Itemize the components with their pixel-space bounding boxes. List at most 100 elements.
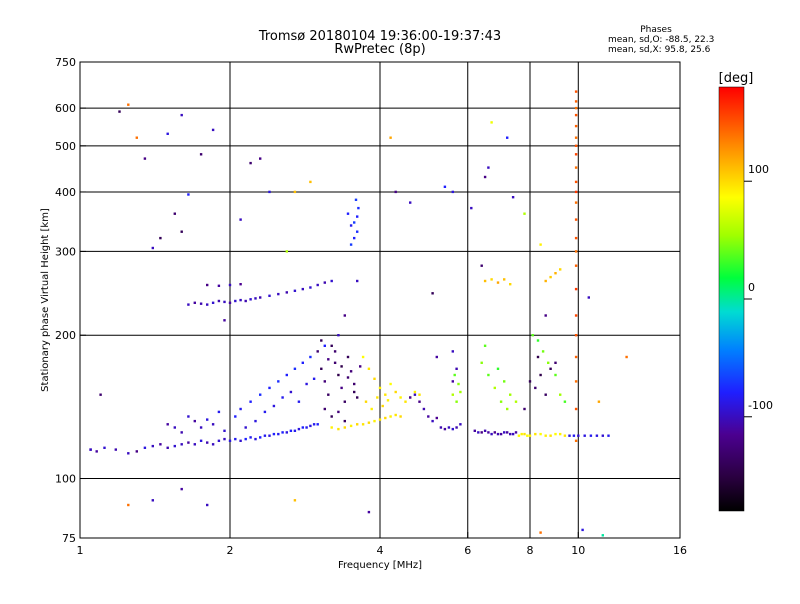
data-point (330, 415, 333, 418)
data-point (272, 432, 276, 436)
data-point (343, 419, 346, 423)
data-point (259, 436, 262, 439)
data-point (223, 429, 226, 432)
data-point (180, 230, 183, 233)
data-point (103, 446, 106, 449)
data-point (625, 355, 628, 359)
data-point (356, 215, 359, 218)
data-point (370, 407, 373, 411)
data-point (574, 153, 578, 156)
data-point (187, 415, 190, 418)
data-point (239, 407, 242, 411)
data-point (384, 393, 387, 396)
data-point (367, 421, 371, 424)
data-point (514, 431, 518, 434)
data-point (166, 446, 169, 449)
y-tick-label: 200 (55, 329, 76, 342)
data-point (239, 218, 242, 221)
data-point (127, 452, 130, 455)
data-point (493, 386, 496, 390)
data-point (563, 434, 567, 437)
data-point (211, 423, 215, 426)
data-point (574, 90, 578, 93)
data-point (361, 355, 365, 359)
data-point (297, 400, 301, 403)
data-point (285, 431, 288, 434)
data-point (394, 390, 397, 394)
x-tick-label: 6 (464, 544, 471, 557)
data-point (523, 432, 526, 436)
data-point (239, 283, 242, 286)
data-point (151, 499, 154, 502)
data-point (483, 344, 487, 347)
data-point (404, 400, 407, 403)
data-point (534, 432, 537, 436)
data-point (349, 370, 353, 373)
data-point (289, 390, 293, 394)
data-point (509, 283, 512, 286)
data-point (574, 287, 578, 291)
data-point (244, 299, 247, 303)
data-point (187, 303, 190, 306)
data-point (206, 303, 209, 306)
data-point (577, 434, 580, 437)
data-point (526, 434, 529, 437)
data-point (356, 279, 359, 283)
data-point (337, 410, 340, 414)
data-point (309, 286, 312, 289)
data-point (389, 136, 392, 139)
data-point (574, 136, 578, 139)
data-point (534, 386, 537, 390)
x-tick-label: 10 (571, 544, 585, 557)
data-point (272, 404, 276, 408)
data-point (356, 396, 359, 399)
data-point (206, 441, 209, 444)
data-point (234, 437, 237, 441)
data-point (268, 386, 271, 390)
data-point (323, 380, 326, 383)
data-point (539, 373, 542, 377)
data-point (95, 450, 98, 453)
data-point (354, 198, 358, 201)
data-point (499, 400, 503, 403)
x-tick-label: 2 (227, 544, 234, 557)
data-point (389, 415, 392, 418)
data-point (451, 190, 454, 194)
data-point (574, 380, 578, 383)
data-point (127, 103, 130, 106)
data-point (574, 407, 578, 411)
data-point (574, 201, 578, 204)
data-point (353, 390, 356, 394)
data-point (316, 283, 319, 287)
data-point (337, 427, 340, 431)
data-point (305, 426, 308, 429)
data-point (487, 373, 490, 377)
data-point (581, 528, 584, 532)
data-point (327, 358, 330, 361)
stats-line-x: mean, sd,X: 95.8, 25.6 (608, 45, 711, 55)
data-point (394, 190, 397, 194)
data-point (199, 439, 203, 442)
colorbar (718, 86, 745, 512)
data-point (451, 393, 454, 396)
data-point (333, 361, 337, 364)
data-point (309, 355, 312, 359)
data-point (574, 314, 578, 317)
data-point (312, 423, 316, 426)
data-point (574, 264, 578, 267)
data-point (480, 431, 483, 434)
data-point (435, 416, 438, 420)
data-point (459, 390, 462, 394)
data-point (447, 426, 451, 429)
data-point (340, 365, 343, 368)
data-point (514, 400, 518, 403)
colorbar-tick-label: 0 (748, 281, 755, 294)
data-point (309, 180, 312, 184)
data-point (268, 294, 271, 297)
data-point (574, 355, 578, 359)
data-point (549, 434, 552, 437)
data-point (353, 382, 356, 386)
data-point (330, 279, 333, 283)
data-point (523, 407, 526, 411)
